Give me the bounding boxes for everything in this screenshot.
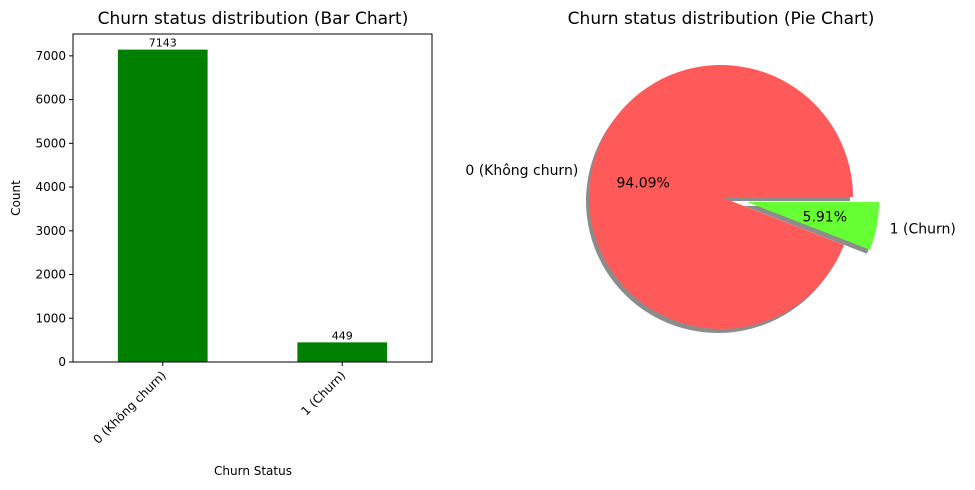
y-tick-label: 1000 <box>35 311 66 325</box>
y-axis-label: Count <box>9 180 23 216</box>
pie-slices <box>589 65 879 330</box>
y-tick-label: 0 <box>58 355 66 369</box>
pie-percent-label: 5.91% <box>803 209 847 225</box>
pie-slice <box>589 65 853 330</box>
y-tick-label: 5000 <box>35 136 66 150</box>
bars: 7143 449 <box>117 37 388 363</box>
bar-chart-title: Churn status distribution (Bar Chart) <box>98 9 409 29</box>
pie-percent-label: 94.09% <box>616 175 669 191</box>
y-tick-label: 7000 <box>35 49 66 63</box>
pie-chart: Churn status distribution (Pie Chart) 94… <box>465 9 956 334</box>
x-axis-ticks: 0 (Không churn) 1 (Churn) <box>91 362 348 447</box>
bar <box>117 49 208 363</box>
bar <box>297 342 388 362</box>
x-tick-label: 1 (Churn) <box>298 368 348 418</box>
bar-chart: Churn status distribution (Bar Chart) 0 1… <box>9 9 433 478</box>
y-axis-ticks: 0 1000 2000 3000 4000 5000 6000 7000 <box>35 49 73 369</box>
x-tick-label: 0 (Không churn) <box>91 368 169 446</box>
y-tick-label: 6000 <box>35 93 66 107</box>
pie-labels: 94.09% 0 (Không churn) 5.91% 1 (Churn) <box>465 163 955 237</box>
pie-category-label: 1 (Churn) <box>890 222 956 238</box>
x-axis-label: Churn Status <box>214 464 292 478</box>
bar-data-label: 449 <box>332 329 353 342</box>
bar-data-label: 7143 <box>149 37 177 50</box>
pie-category-label: 0 (Không churn) <box>465 163 578 179</box>
y-tick-label: 4000 <box>35 180 66 194</box>
plot-frame <box>72 33 433 363</box>
pie-chart-title: Churn status distribution (Pie Chart) <box>568 9 875 29</box>
y-tick-label: 2000 <box>35 268 66 282</box>
y-tick-label: 3000 <box>35 224 66 238</box>
pie-slice <box>746 201 879 250</box>
